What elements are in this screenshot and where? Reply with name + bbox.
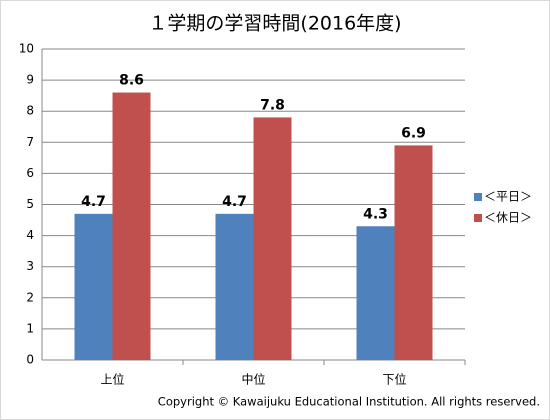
y-tick-label: 3 xyxy=(26,259,34,273)
y-tick-label: 0 xyxy=(26,353,34,367)
y-tick-label: 4 xyxy=(26,228,34,242)
y-tick-label: 6 xyxy=(26,166,34,180)
bar xyxy=(215,213,254,360)
x-tick-label: 上位 xyxy=(100,372,124,387)
y-tick-label: 5 xyxy=(26,197,34,211)
legend-label: ＜休日＞ xyxy=(484,211,532,225)
value-label: 4.7 xyxy=(81,194,106,210)
y-tick-label: 1 xyxy=(26,321,34,335)
value-label: 4.3 xyxy=(363,206,388,222)
x-tick-label: 中位 xyxy=(241,372,265,387)
value-label: 7.8 xyxy=(260,97,285,113)
copyright: Copyright © Kawaijuku Educational Instit… xyxy=(158,395,540,409)
bar xyxy=(74,213,113,360)
legend-label: ＜平日＞ xyxy=(484,190,532,204)
y-tick-label: 10 xyxy=(19,42,34,56)
legend-swatch xyxy=(474,214,482,222)
value-label: 6.9 xyxy=(401,125,426,141)
y-tick-label: 2 xyxy=(26,290,34,304)
chart-title: １学期の学習時間(2016年度) xyxy=(148,13,401,35)
bar xyxy=(356,226,395,360)
y-tick-label: 7 xyxy=(26,135,34,149)
y-tick-label: 8 xyxy=(26,104,34,118)
x-tick-label: 下位 xyxy=(382,372,406,387)
value-label: 8.6 xyxy=(119,73,144,89)
bar xyxy=(112,92,151,360)
bar xyxy=(253,117,292,360)
value-label: 4.7 xyxy=(222,194,247,210)
legend-swatch xyxy=(474,193,482,201)
y-tick-label: 9 xyxy=(26,73,34,87)
bar xyxy=(394,145,433,360)
